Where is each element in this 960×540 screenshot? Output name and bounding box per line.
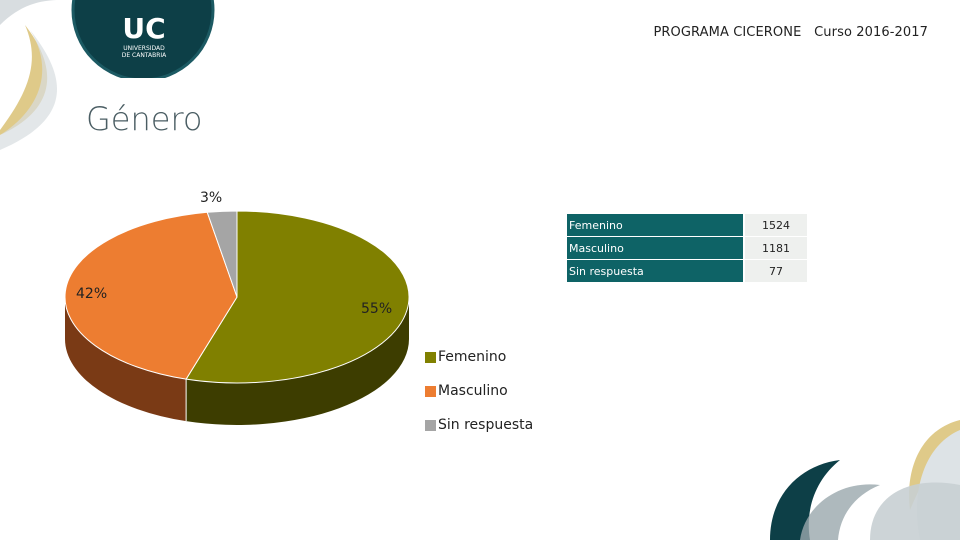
decorative-arcs-bottom-right: [770, 420, 960, 540]
slide-title: Género: [86, 100, 203, 138]
table-cell-value: 77: [745, 260, 807, 282]
legend-label-sin-respuesta: Sin respuesta: [438, 417, 534, 433]
pct-label-femenino: 55%: [361, 301, 393, 317]
pie-side-femenino: [186, 297, 409, 425]
legend-swatch-sin-respuesta: [425, 419, 436, 431]
table-row: Femenino 1524: [567, 214, 807, 236]
legend-item-femenino: Femenino: [425, 340, 533, 374]
legend-label-masculino: Masculino: [438, 383, 508, 399]
table-row: Masculino 1181: [567, 237, 807, 259]
pie-slice-femenino: [185, 210, 410, 384]
pie-slice-masculino: [64, 211, 238, 380]
logo-line-1: UNIVERSIDAD: [123, 45, 165, 52]
table-cell-label: Masculino: [567, 237, 743, 259]
legend-item-masculino: Masculino: [425, 374, 533, 408]
table-cell-label: Femenino: [567, 214, 743, 236]
legend-swatch-femenino: [425, 351, 436, 363]
table-cell-label: Sin respuesta: [567, 260, 743, 282]
table-cell-value: 1524: [745, 214, 807, 236]
university-logo: UC UNIVERSIDAD DE CANTABRIA: [71, 0, 215, 78]
legend-label-femenino: Femenino: [438, 349, 507, 365]
logo-mark: UC: [122, 12, 165, 45]
data-table: Femenino 1524 Masculino 1181 Sin respues…: [567, 213, 807, 283]
header-program-course: PROGRAMA CICERONE Curso 2016-2017: [653, 25, 928, 40]
pie-side-masculino: [65, 297, 187, 422]
pct-label-masculino: 42%: [76, 286, 108, 302]
legend-item-sin-respuesta: Sin respuesta: [425, 408, 533, 442]
legend-swatch-masculino: [425, 385, 436, 397]
logo-line-2: DE CANTABRIA: [122, 52, 167, 59]
pct-label-sin-respuesta: 3%: [200, 190, 223, 206]
pie-slice-sin-respuesta: [206, 210, 238, 298]
header-program: PROGRAMA CICERONE: [653, 25, 802, 40]
logo-circle: [73, 0, 213, 78]
table-cell-value: 1181: [745, 237, 807, 259]
table-row: Sin respuesta 77: [567, 260, 807, 282]
chart-legend: Femenino Masculino Sin respuesta: [425, 340, 533, 442]
pie-chart: [64, 210, 410, 425]
header-course: Curso 2016-2017: [814, 25, 928, 40]
